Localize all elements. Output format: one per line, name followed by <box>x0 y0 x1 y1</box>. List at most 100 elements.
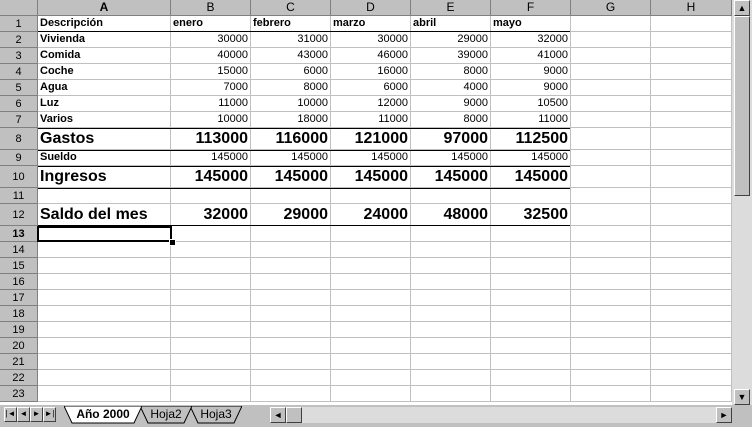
scroll-up-button[interactable]: ▲ <box>734 0 750 16</box>
cell-d20[interactable] <box>331 338 411 354</box>
row-header-1[interactable]: 1 <box>0 16 38 32</box>
gastos-total[interactable]: 97000 <box>443 130 489 147</box>
cell-e13[interactable] <box>411 226 491 242</box>
gastos-total[interactable]: 121000 <box>354 130 408 147</box>
cell-g3[interactable] <box>571 48 651 64</box>
cell-h17[interactable] <box>651 290 732 306</box>
cell-g13[interactable] <box>571 226 651 242</box>
horizontal-scrollbar[interactable]: ◄ ► <box>270 407 732 423</box>
cell-e17[interactable] <box>411 290 491 306</box>
row-header-7[interactable]: 7 <box>0 112 38 128</box>
header-month[interactable]: abril <box>413 17 437 29</box>
row-header-16[interactable]: 16 <box>0 274 38 290</box>
cell-h18[interactable] <box>651 306 732 322</box>
cell-g22[interactable] <box>571 370 651 386</box>
cell-g21[interactable] <box>571 354 651 370</box>
cell-a14[interactable] <box>38 242 171 258</box>
cell-g6[interactable] <box>571 96 651 112</box>
cell-f16[interactable] <box>491 274 571 290</box>
cell-e19[interactable] <box>411 322 491 338</box>
cell-g10[interactable] <box>571 166 651 188</box>
cell-d9[interactable] <box>331 150 411 166</box>
cell-d2[interactable] <box>331 32 411 48</box>
row-header-22[interactable]: 22 <box>0 370 38 386</box>
cell-d15[interactable] <box>331 258 411 274</box>
expense-value[interactable]: 18000 <box>297 113 328 125</box>
cell-g19[interactable] <box>571 322 651 338</box>
cell-f17[interactable] <box>491 290 571 306</box>
cell-d5[interactable] <box>331 80 411 96</box>
sueldo-value[interactable]: 145000 <box>291 151 328 163</box>
cell-e4[interactable] <box>411 64 491 80</box>
cell-e18[interactable] <box>411 306 491 322</box>
cell-f23[interactable] <box>491 386 571 402</box>
cell-b6[interactable] <box>171 96 251 112</box>
ingresos-total[interactable]: 145000 <box>354 168 408 185</box>
scroll-right-button[interactable]: ► <box>716 407 732 423</box>
last-sheet-button[interactable]: ►| <box>43 407 56 422</box>
expense-value[interactable]: 9000 <box>543 81 568 93</box>
cell-b20[interactable] <box>171 338 251 354</box>
saldo-value[interactable]: 24000 <box>363 206 409 223</box>
cell-d4[interactable] <box>331 64 411 80</box>
cell-g5[interactable] <box>571 80 651 96</box>
cell-c18[interactable] <box>251 306 331 322</box>
cell-f21[interactable] <box>491 354 571 370</box>
row-header-12[interactable]: 12 <box>0 204 38 226</box>
cell-a9[interactable] <box>38 150 171 166</box>
cell-h2[interactable] <box>651 32 732 48</box>
row-header-15[interactable]: 15 <box>0 258 38 274</box>
cell-h4[interactable] <box>651 64 732 80</box>
column-header-e[interactable]: E <box>411 0 491 16</box>
row-header-14[interactable]: 14 <box>0 242 38 258</box>
cell-b2[interactable] <box>171 32 251 48</box>
fill-handle[interactable] <box>169 239 176 246</box>
expense-value[interactable]: 10000 <box>297 97 328 109</box>
cell-e20[interactable] <box>411 338 491 354</box>
gastos-total[interactable]: 116000 <box>275 130 328 147</box>
sueldo-value[interactable]: 145000 <box>211 151 248 163</box>
cell-c19[interactable] <box>251 322 331 338</box>
ingresos-total[interactable]: 145000 <box>514 168 568 185</box>
saldo-value[interactable]: 48000 <box>443 206 489 223</box>
cell-a20[interactable] <box>38 338 171 354</box>
cell-a15[interactable] <box>38 258 171 274</box>
cell-c10[interactable] <box>251 166 331 188</box>
cell-c7[interactable] <box>251 112 331 128</box>
cell-e10[interactable] <box>411 166 491 188</box>
cell-c13[interactable] <box>251 226 331 242</box>
cell-h23[interactable] <box>651 386 732 402</box>
row-header-18[interactable]: 18 <box>0 306 38 322</box>
sueldo-label[interactable]: Sueldo <box>40 151 77 163</box>
cell-f6[interactable] <box>491 96 571 112</box>
sheet-tab-3[interactable]: Hoja3 <box>190 406 242 424</box>
cell-a3[interactable] <box>38 48 171 64</box>
cell-h6[interactable] <box>651 96 732 112</box>
cell-f20[interactable] <box>491 338 571 354</box>
cell-a7[interactable] <box>38 112 171 128</box>
cell-a17[interactable] <box>38 290 171 306</box>
cell-h16[interactable] <box>651 274 732 290</box>
first-sheet-button[interactable]: |◄ <box>4 407 17 422</box>
expense-value[interactable]: 46000 <box>377 49 408 61</box>
header-month[interactable]: enero <box>173 17 203 29</box>
cell-f19[interactable] <box>491 322 571 338</box>
cell-a11[interactable] <box>38 188 171 204</box>
cell-b13[interactable] <box>171 226 251 242</box>
gastos-label[interactable]: Gastos <box>40 130 95 147</box>
row-header-21[interactable]: 21 <box>0 354 38 370</box>
scroll-down-button[interactable]: ▼ <box>734 389 750 405</box>
cell-a5[interactable] <box>38 80 171 96</box>
row-header-8[interactable]: 8 <box>0 128 38 150</box>
row-header-19[interactable]: 19 <box>0 322 38 338</box>
cell-a6[interactable] <box>38 96 171 112</box>
cell-d21[interactable] <box>331 354 411 370</box>
cell-e9[interactable] <box>411 150 491 166</box>
cell-h20[interactable] <box>651 338 732 354</box>
cell-c2[interactable] <box>251 32 331 48</box>
cell-e16[interactable] <box>411 274 491 290</box>
cell-g17[interactable] <box>571 290 651 306</box>
cell-h5[interactable] <box>651 80 732 96</box>
cell-b18[interactable] <box>171 306 251 322</box>
cell-d11[interactable] <box>331 188 411 204</box>
